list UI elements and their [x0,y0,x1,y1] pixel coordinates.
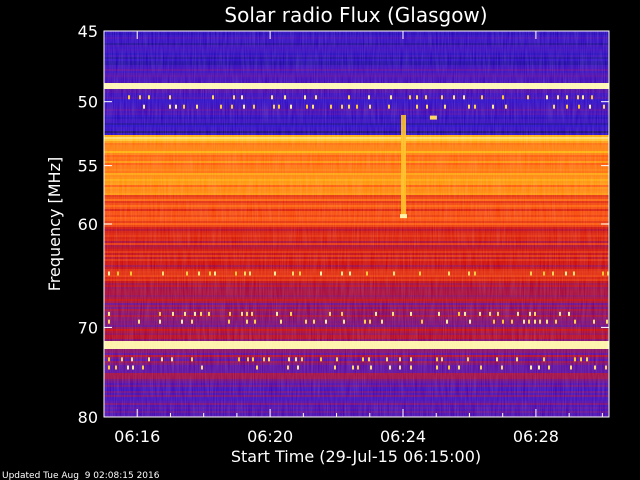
y-tick-label: 60 [78,215,98,234]
x-tick-label: 06:20 [247,427,293,446]
plot-area [104,31,609,417]
x-axis: 06:16 06:20 06:24 06:28 [103,31,603,446]
y-tick-label: 70 [78,318,98,337]
y-axis: 45 50 55 60 70 80 [78,22,609,427]
y-tick-label: 80 [78,408,98,427]
y-tick-label: 55 [78,157,98,176]
x-tick-label: 06:28 [513,427,559,446]
x-axis-label: Start Time (29-Jul-15 06:15:00) [231,447,481,466]
update-timestamp: Updated Tue Aug 9 02:08:15 2016 [2,471,160,480]
y-tick-label: 50 [78,93,98,112]
x-tick-label: 06:16 [114,427,160,446]
chart-title: Solar radio Flux (Glasgow) [224,3,487,27]
x-tick-label: 06:24 [380,427,426,446]
y-axis-label: Frequency [MHz] [45,157,64,291]
y-tick-label: 45 [78,22,98,41]
